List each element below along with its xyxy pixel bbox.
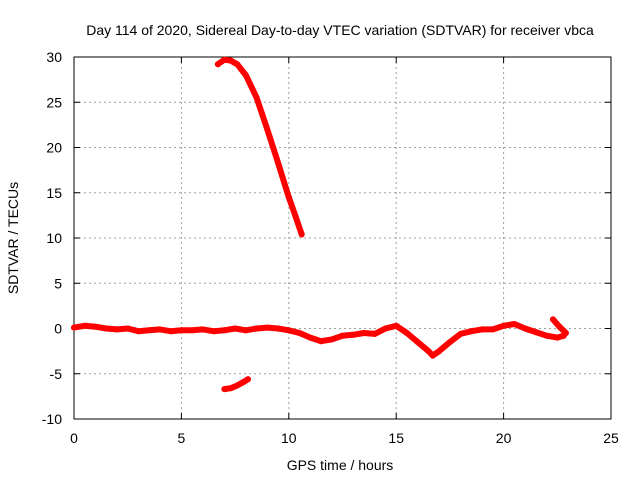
data-point: [227, 57, 234, 64]
data-point: [554, 334, 561, 341]
data-point: [234, 61, 241, 68]
data-point: [92, 323, 99, 330]
data-point: [245, 376, 251, 383]
tick-labels: 0 5 10 15 20 25 -10 -5 0 5 10 15 20 25 30: [42, 49, 619, 446]
data-point: [429, 352, 436, 359]
data-point: [436, 348, 443, 355]
x-tick-label: 20: [496, 430, 512, 446]
data-point: [275, 159, 282, 166]
x-axis-label: GPS time / hours: [287, 457, 394, 473]
y-tick-label: 5: [54, 275, 62, 291]
data-point: [556, 323, 563, 330]
data-point: [81, 322, 88, 329]
data-point: [318, 338, 324, 345]
data-point: [446, 339, 453, 346]
data-point: [292, 212, 299, 219]
data-point: [146, 327, 153, 334]
data-point: [232, 325, 239, 332]
data-point: [234, 382, 241, 389]
data-point: [221, 386, 228, 393]
data-point: [167, 328, 174, 335]
data-point: [253, 94, 260, 101]
data-point: [393, 322, 400, 329]
chart-title: Day 114 of 2020, Sidereal Day-to-day VTE…: [86, 22, 594, 38]
y-tick-label: -10: [42, 411, 62, 427]
data-point: [285, 327, 292, 334]
data-point: [178, 327, 185, 334]
x-tick-label: 25: [603, 430, 619, 446]
data-point: [221, 56, 228, 63]
data-point: [361, 330, 367, 336]
data-point: [522, 325, 529, 332]
data-point: [240, 378, 247, 385]
data-point: [189, 327, 196, 334]
data-point: [135, 328, 142, 335]
data-point: [210, 328, 217, 335]
data-point: [156, 326, 163, 333]
grid: [74, 57, 611, 419]
y-tick-label: 15: [46, 185, 62, 201]
data-point: [124, 325, 131, 332]
data-point: [479, 326, 486, 333]
y-tick-label: 10: [46, 230, 62, 246]
data-point: [550, 316, 556, 323]
data-point: [532, 329, 539, 336]
data-point: [371, 330, 378, 337]
data-point: [227, 385, 234, 392]
data-point: [242, 327, 249, 334]
data-point: [114, 326, 120, 333]
data-point: [242, 72, 249, 79]
data-point: [457, 330, 464, 337]
x-tick-label: 5: [178, 430, 186, 446]
y-tick-label: 25: [46, 94, 62, 110]
data-point: [500, 322, 507, 329]
data-series: [71, 56, 569, 393]
data-point: [339, 332, 346, 339]
data-point: [296, 330, 303, 336]
x-tick-label: 15: [388, 430, 404, 446]
data-point: [307, 334, 314, 341]
x-tick-label: 0: [70, 430, 78, 446]
data-point: [425, 348, 432, 355]
data-point: [103, 325, 110, 332]
data-point: [298, 231, 305, 238]
data-point: [214, 61, 221, 68]
data-point: [71, 324, 77, 331]
data-point: [199, 326, 206, 333]
y-tick-label: 0: [54, 321, 62, 337]
x-tick-label: 10: [281, 430, 297, 446]
axis-ticks: [73, 56, 612, 420]
data-point: [468, 328, 475, 335]
data-point: [221, 327, 228, 334]
data-point: [562, 330, 569, 336]
data-point: [403, 330, 410, 336]
data-point: [275, 325, 282, 332]
data-point: [328, 336, 335, 343]
data-point: [285, 194, 292, 201]
y-axis-label: SDTVAR / TECUs: [5, 182, 21, 294]
y-tick-label: 20: [46, 140, 62, 156]
data-point: [264, 126, 271, 133]
data-point: [253, 325, 260, 332]
data-point: [414, 339, 421, 346]
data-point: [489, 326, 496, 333]
data-point: [350, 331, 357, 338]
data-point: [543, 332, 550, 339]
data-point: [382, 325, 389, 332]
data-point: [511, 321, 518, 327]
y-tick-label: 30: [46, 49, 62, 65]
y-tick-label: -5: [50, 366, 63, 382]
data-point: [264, 324, 271, 331]
